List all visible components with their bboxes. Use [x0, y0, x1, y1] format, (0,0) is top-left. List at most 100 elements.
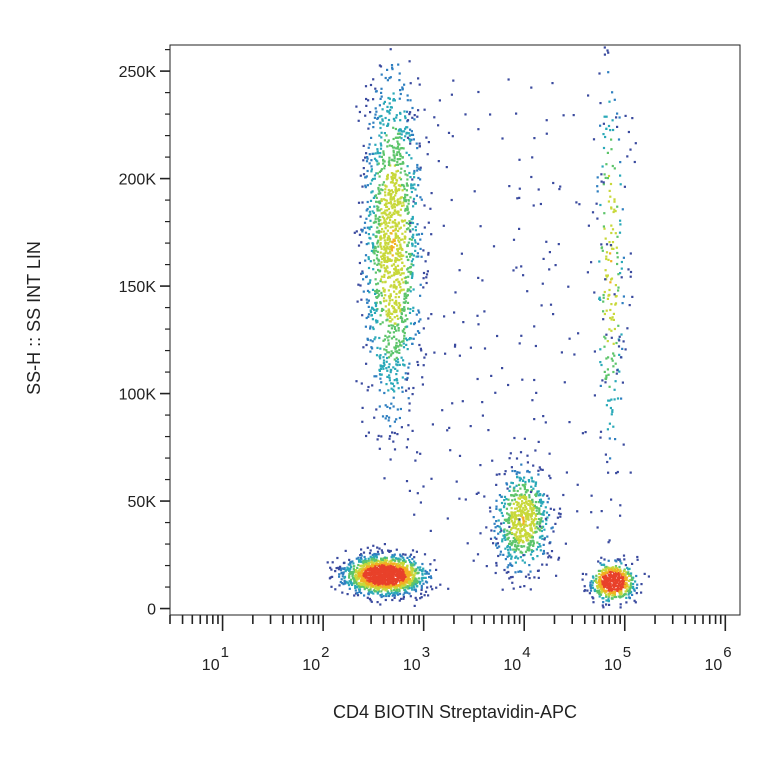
data-point	[391, 318, 394, 321]
data-point	[408, 171, 411, 175]
data-point	[360, 272, 363, 275]
data-point	[395, 586, 398, 589]
data-point	[633, 599, 636, 602]
data-point	[373, 174, 376, 177]
data-point	[425, 581, 429, 584]
x-tick-label: 10	[403, 657, 421, 674]
data-point	[632, 582, 635, 586]
data-point	[379, 192, 382, 195]
data-point	[336, 556, 339, 560]
data-point	[615, 573, 618, 576]
data-point	[524, 480, 527, 484]
data-point	[397, 254, 400, 257]
data-point	[366, 596, 369, 599]
data-point	[399, 162, 402, 166]
data-point	[627, 130, 630, 134]
data-point	[535, 391, 538, 394]
data-point	[371, 565, 374, 568]
data-point	[419, 294, 422, 297]
data-point	[343, 580, 346, 583]
data-point	[342, 572, 345, 576]
data-point	[587, 224, 590, 227]
data-point	[375, 553, 378, 556]
data-point	[530, 485, 533, 488]
data-point	[506, 537, 509, 540]
data-point	[520, 496, 524, 499]
data-point	[399, 244, 402, 247]
data-point	[602, 146, 606, 150]
data-point	[389, 181, 393, 184]
data-point	[398, 259, 401, 262]
data-point	[615, 372, 618, 375]
data-point	[541, 502, 544, 505]
data-point	[624, 348, 627, 351]
data-point	[534, 530, 537, 533]
data-point	[386, 145, 389, 148]
data-point	[386, 79, 389, 82]
data-point	[520, 529, 523, 532]
data-point	[381, 321, 384, 324]
data-point	[378, 547, 381, 550]
data-point	[348, 576, 351, 579]
data-point	[537, 188, 540, 191]
data-point	[398, 416, 401, 420]
data-point	[519, 506, 522, 509]
data-point	[523, 545, 526, 548]
data-point	[402, 556, 405, 559]
data-point	[603, 173, 606, 176]
data-point	[612, 578, 615, 581]
data-point	[607, 71, 610, 74]
data-point	[581, 578, 584, 581]
data-point	[365, 566, 368, 569]
data-point	[622, 572, 625, 575]
data-point	[383, 348, 386, 351]
data-point	[512, 526, 515, 529]
data-point	[390, 571, 393, 574]
data-point	[381, 567, 384, 570]
data-point	[367, 257, 370, 261]
data-point	[609, 580, 612, 583]
data-point	[404, 276, 408, 279]
data-point	[335, 567, 338, 570]
data-point	[534, 501, 537, 504]
data-point	[368, 228, 371, 231]
data-point	[378, 184, 381, 187]
data-point	[422, 582, 425, 585]
data-point	[392, 593, 395, 596]
data-point	[605, 357, 608, 360]
data-point	[613, 582, 616, 585]
data-point	[424, 590, 428, 593]
data-point	[374, 152, 377, 155]
data-point	[419, 501, 422, 504]
data-point	[395, 418, 398, 421]
data-point	[614, 571, 617, 574]
data-point	[352, 562, 355, 565]
y-tick-label: 100K	[119, 387, 157, 404]
data-point	[620, 576, 623, 579]
data-point	[381, 582, 384, 585]
data-point	[498, 525, 501, 528]
data-point	[388, 299, 391, 302]
data-point	[511, 469, 514, 473]
data-point	[533, 137, 536, 140]
data-point	[534, 513, 537, 516]
data-point	[383, 275, 386, 278]
data-point	[607, 51, 610, 54]
data-point	[385, 199, 388, 202]
data-point	[403, 185, 406, 188]
data-point	[546, 516, 549, 519]
data-point	[370, 179, 374, 182]
data-point	[362, 159, 365, 162]
data-point	[600, 556, 603, 559]
data-point	[501, 588, 504, 591]
data-point	[624, 590, 627, 593]
data-point	[337, 568, 341, 571]
data-point	[604, 583, 607, 586]
data-point	[548, 452, 551, 455]
data-point	[528, 547, 531, 550]
data-point	[394, 367, 397, 370]
data-point	[384, 589, 387, 592]
data-point	[405, 389, 408, 392]
data-point	[557, 512, 561, 515]
data-point	[537, 501, 540, 504]
